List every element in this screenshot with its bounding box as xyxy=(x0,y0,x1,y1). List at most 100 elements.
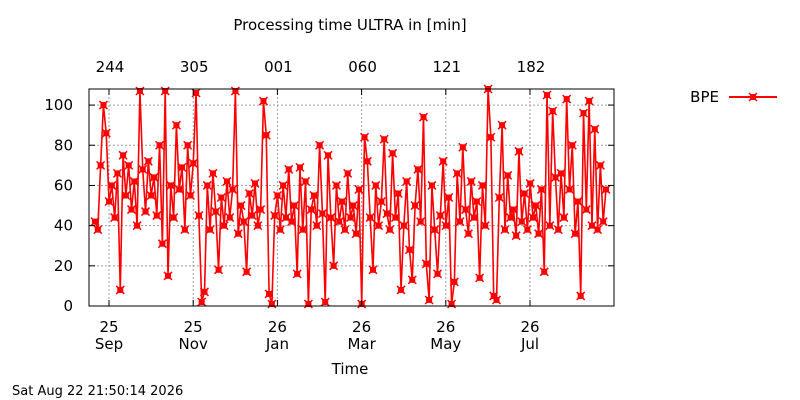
data-point xyxy=(317,209,327,219)
data-point xyxy=(166,180,176,190)
x-tick-label-day: 26 xyxy=(436,318,455,336)
data-point xyxy=(214,265,224,275)
data-point xyxy=(559,213,569,223)
data-point xyxy=(536,184,546,194)
data-point xyxy=(576,291,586,301)
data-point xyxy=(444,192,454,203)
x-tick-label-month: Nov xyxy=(179,335,208,353)
data-point xyxy=(247,211,257,221)
data-point xyxy=(112,168,122,178)
data-point xyxy=(258,96,268,106)
x-axis-top: 244 305 001 060 121 182 xyxy=(96,58,546,76)
x-top-tick-label: 244 xyxy=(96,58,125,76)
data-point xyxy=(141,207,151,217)
data-point xyxy=(219,221,229,231)
data-point xyxy=(343,168,353,178)
data-point xyxy=(230,86,240,96)
data-point xyxy=(570,229,580,239)
data-point xyxy=(486,132,496,142)
data-point xyxy=(497,120,507,130)
data-point xyxy=(567,140,577,150)
data-point xyxy=(250,178,260,188)
x-tick-label-day: 26 xyxy=(268,318,287,336)
data-point xyxy=(427,180,437,190)
x-tick-label-month: Sep xyxy=(95,335,123,353)
data-point xyxy=(452,168,462,178)
data-point xyxy=(315,140,325,150)
data-point xyxy=(225,213,235,223)
data-point xyxy=(306,205,316,215)
legend: BPE xyxy=(690,88,777,106)
data-point xyxy=(463,229,473,239)
data-point xyxy=(595,160,605,170)
data-point xyxy=(416,217,426,227)
data-point xyxy=(104,196,114,207)
data-point xyxy=(118,150,128,160)
data-point xyxy=(528,213,538,223)
data-point xyxy=(388,148,398,158)
data-point xyxy=(407,275,417,285)
data-point xyxy=(579,108,589,118)
data-point xyxy=(216,192,226,203)
data-point xyxy=(301,176,311,186)
data-point xyxy=(438,156,448,166)
data-point xyxy=(480,221,490,231)
data-point xyxy=(149,172,159,182)
data-point xyxy=(143,156,153,166)
data-point xyxy=(239,217,249,227)
y-tick-label: 80 xyxy=(54,136,73,154)
x-axis-label: Time xyxy=(331,360,369,378)
series-bpe xyxy=(90,84,611,309)
data-point xyxy=(590,124,600,134)
data-point xyxy=(491,295,502,305)
data-point xyxy=(152,211,162,221)
data-point xyxy=(421,259,431,269)
data-point xyxy=(323,150,333,160)
data-point xyxy=(396,285,406,295)
data-point xyxy=(455,217,465,227)
data-point xyxy=(376,196,386,207)
data-point xyxy=(441,221,451,231)
data-point xyxy=(303,299,313,309)
data-point xyxy=(368,265,378,275)
x-tick-label-day: 26 xyxy=(352,318,371,336)
data-point xyxy=(157,239,167,249)
data-point xyxy=(562,94,572,104)
data-point xyxy=(320,297,330,307)
data-point xyxy=(98,100,108,110)
x-tick-label-day: 25 xyxy=(184,318,203,336)
data-point xyxy=(287,217,297,227)
data-point xyxy=(197,297,207,307)
data-point xyxy=(126,205,137,215)
y-tick-label: 0 xyxy=(63,297,73,315)
data-point xyxy=(298,225,308,235)
data-point xyxy=(208,168,218,178)
data-point xyxy=(362,156,372,166)
legend-marker-bpe xyxy=(748,92,758,102)
data-point xyxy=(295,162,305,172)
plot-frame xyxy=(88,88,615,307)
data-point xyxy=(146,190,156,201)
data-point xyxy=(424,295,434,305)
data-point xyxy=(163,271,173,281)
data-point xyxy=(520,188,530,199)
data-point xyxy=(404,245,414,255)
data-point xyxy=(399,221,409,231)
data-point xyxy=(517,217,527,227)
data-point xyxy=(183,140,193,150)
x-top-tick-label: 060 xyxy=(348,58,377,76)
data-point xyxy=(531,201,541,211)
data-point xyxy=(202,180,212,190)
x-tick-label-month: Jan xyxy=(265,335,289,353)
y-tick-label: 60 xyxy=(54,176,73,194)
data-point xyxy=(124,160,134,170)
data-point xyxy=(261,130,271,140)
data-point xyxy=(334,217,344,227)
data-point xyxy=(115,285,125,295)
data-point xyxy=(174,184,184,194)
data-point xyxy=(494,192,504,203)
data-point xyxy=(548,106,558,116)
data-point xyxy=(458,142,468,152)
